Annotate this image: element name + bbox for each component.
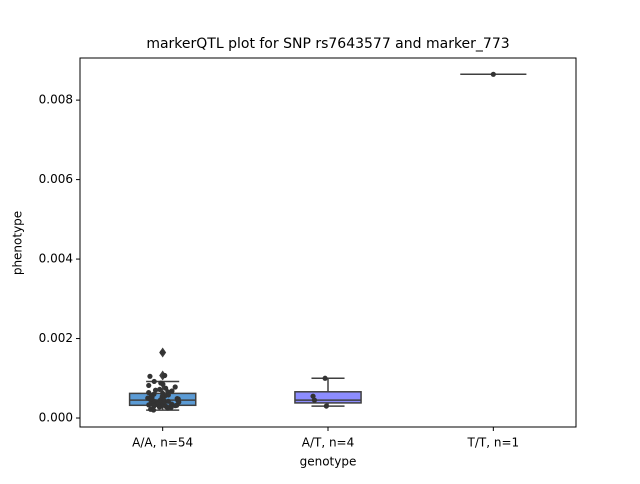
- strip-point: [162, 372, 168, 379]
- strip-point: [169, 388, 175, 394]
- x-axis-label: genotype: [300, 455, 357, 469]
- strip-point: [146, 382, 152, 389]
- y-axis-label: phenotype: [11, 211, 25, 275]
- plot-frame: [79, 57, 577, 428]
- y-tick-label: 0.004: [39, 252, 73, 266]
- x-tick-label: T/T, n=1: [467, 436, 520, 450]
- y-tick-label: 0.008: [39, 93, 73, 107]
- strip-point: [146, 402, 152, 408]
- strip-point: [322, 375, 328, 381]
- strip-point: [310, 393, 316, 399]
- strip-point: [152, 387, 159, 393]
- strip-point: [147, 373, 153, 379]
- strip-point: [311, 397, 318, 403]
- x-tick-label: A/T, n=4: [302, 436, 355, 450]
- strip-point: [156, 404, 163, 410]
- strip-point: [150, 407, 157, 413]
- strip-point: [157, 386, 163, 393]
- strip-point: [490, 71, 496, 77]
- y-tick-label: 0.002: [39, 331, 73, 345]
- x-tick-label: A/A, n=54: [132, 436, 193, 450]
- strip-point: [151, 403, 157, 409]
- chart-title: markerQTL plot for SNP rs7643577 and mar…: [146, 36, 509, 52]
- strip-point: [165, 405, 171, 411]
- strip-point: [323, 403, 329, 409]
- strip-point: [151, 378, 157, 385]
- strip-point: [172, 403, 178, 409]
- strip-point: [160, 381, 166, 387]
- strip-point: [159, 349, 165, 356]
- strip-point: [172, 384, 178, 390]
- y-tick-label: 0.000: [39, 411, 73, 425]
- y-tick-label: 0.006: [39, 172, 73, 186]
- box: [294, 391, 362, 404]
